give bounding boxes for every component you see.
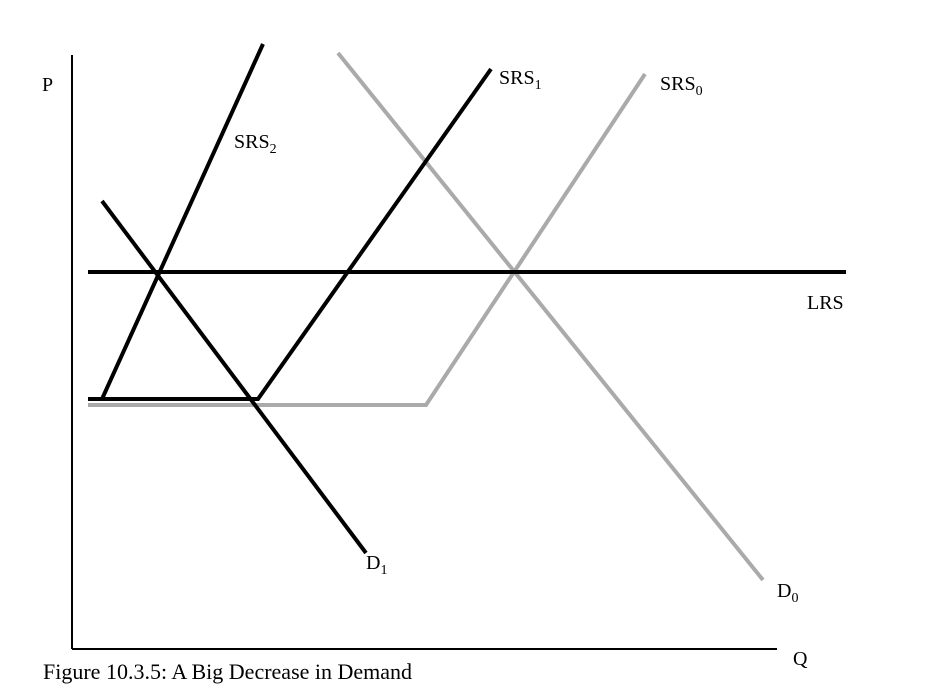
srs0-curve [88,72,647,407]
d1-label: D1 [366,552,387,578]
srs1-curve [88,67,493,401]
quantity-axis-label: Q [793,648,808,670]
d0-curve [336,51,765,582]
lrs-label: LRS [807,292,844,314]
d1-curve [100,199,368,555]
srs2-curve [100,43,265,400]
price-axis-label: P [42,74,53,96]
figure-caption: Figure 10.3.5: A Big Decrease in Demand [43,659,413,684]
d0-label: D0 [777,580,798,606]
srs1-label: SRS1 [499,67,542,93]
srs2-label: SRS2 [234,131,277,157]
srs0-label: SRS0 [660,73,703,99]
